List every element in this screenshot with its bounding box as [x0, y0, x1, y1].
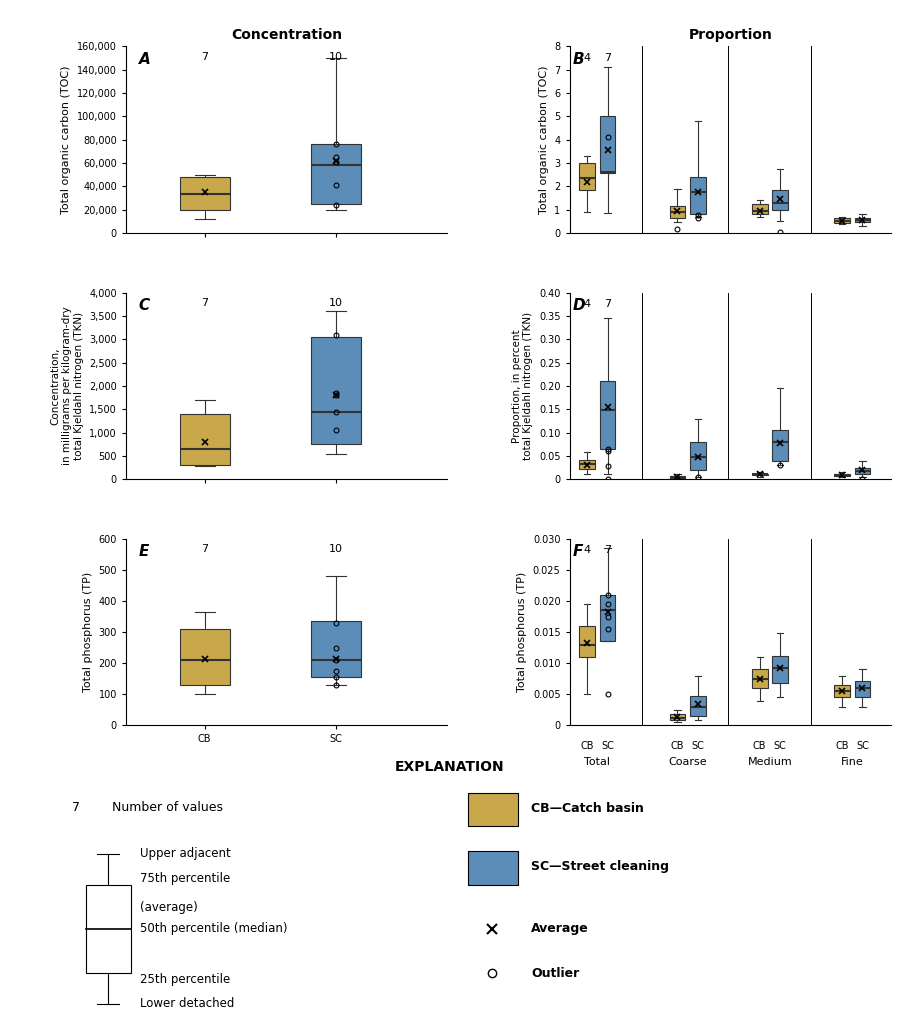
Bar [772, 189, 788, 210]
Text: SC: SC [601, 741, 614, 751]
Text: SC: SC [774, 741, 787, 751]
Text: E: E [139, 544, 149, 560]
Y-axis label: Concentration,
in milligrams per kilogram-dry
total Kjeldahl nitrogen (TKN): Concentration, in milligrams per kilogra… [50, 307, 84, 465]
Bar [690, 696, 706, 716]
Bar [580, 460, 595, 469]
Text: 7: 7 [604, 298, 611, 309]
Bar [599, 595, 616, 641]
Bar [311, 336, 361, 445]
Text: 7: 7 [72, 802, 80, 814]
FancyBboxPatch shape [468, 851, 518, 885]
Bar [580, 163, 595, 189]
Text: CB: CB [580, 741, 594, 751]
Text: 4: 4 [583, 298, 590, 309]
Bar [854, 680, 870, 698]
Bar [854, 218, 870, 221]
Text: CB—Catch basin: CB—Catch basin [531, 802, 644, 815]
Bar [834, 685, 850, 698]
Bar [180, 629, 230, 685]
Text: 10: 10 [328, 298, 343, 308]
Text: SC: SC [856, 741, 868, 751]
Text: SC—Street cleaning: SC—Street cleaning [531, 860, 669, 873]
Title: Concentration: Concentration [231, 29, 342, 42]
Bar [180, 414, 230, 465]
Text: Upper adjacent: Upper adjacent [140, 848, 230, 860]
FancyBboxPatch shape [468, 792, 518, 826]
Text: Average: Average [531, 922, 589, 935]
Text: C: C [139, 298, 150, 313]
Text: 7: 7 [202, 298, 208, 308]
Y-axis label: Total organic carbon (TOC): Total organic carbon (TOC) [539, 66, 549, 214]
Bar [580, 626, 595, 658]
Bar [752, 473, 768, 475]
Text: 7: 7 [604, 545, 611, 555]
Text: Coarse: Coarse [668, 756, 706, 767]
Bar [772, 655, 788, 683]
Bar [311, 622, 361, 677]
Text: 7: 7 [604, 52, 611, 63]
Text: Lower detached: Lower detached [140, 997, 234, 1010]
Text: B: B [572, 51, 584, 67]
Text: EXPLANATION: EXPLANATION [395, 759, 505, 774]
Text: D: D [572, 298, 585, 313]
Bar [834, 473, 850, 476]
Bar [834, 218, 850, 223]
Y-axis label: Proportion, in percent
total Kjeldahl nitrogen (TKN): Proportion, in percent total Kjeldahl ni… [512, 312, 534, 460]
Text: SC: SC [691, 741, 704, 751]
Text: Outlier: Outlier [531, 967, 580, 980]
Text: 25th percentile: 25th percentile [140, 973, 230, 987]
Text: 10: 10 [328, 544, 343, 555]
Text: 4: 4 [583, 52, 590, 63]
FancyBboxPatch shape [86, 885, 130, 973]
Text: 50th percentile (median): 50th percentile (median) [140, 922, 287, 935]
Bar [599, 381, 616, 449]
Title: Proportion: Proportion [688, 29, 772, 42]
Bar [670, 206, 685, 218]
Text: (average): (average) [140, 901, 197, 914]
Y-axis label: Total phosphorus (TP): Total phosphorus (TP) [83, 572, 93, 693]
Bar [180, 177, 230, 210]
Y-axis label: Total phosphorus (TP): Total phosphorus (TP) [518, 572, 527, 693]
Text: Medium: Medium [748, 756, 792, 767]
Text: F: F [572, 544, 583, 560]
Bar [311, 144, 361, 204]
Text: CB: CB [753, 741, 767, 751]
Bar [854, 467, 870, 474]
Bar [690, 441, 706, 470]
Bar [690, 177, 706, 214]
Y-axis label: Total organic carbon (TOC): Total organic carbon (TOC) [61, 66, 71, 214]
Bar [599, 116, 616, 174]
Bar [670, 714, 685, 720]
Text: 7: 7 [202, 544, 208, 555]
Text: CB: CB [670, 741, 684, 751]
Bar [752, 670, 768, 688]
Text: 4: 4 [583, 545, 590, 555]
Text: 7: 7 [202, 52, 208, 62]
Text: Total: Total [584, 756, 610, 767]
Text: 75th percentile: 75th percentile [140, 872, 230, 885]
Bar [772, 430, 788, 461]
Text: Fine: Fine [841, 756, 864, 767]
Bar [670, 476, 685, 478]
Text: A: A [139, 51, 150, 67]
Bar [752, 204, 768, 214]
Text: 10: 10 [328, 52, 343, 62]
Text: CB: CB [835, 741, 849, 751]
Text: Number of values: Number of values [112, 802, 223, 814]
